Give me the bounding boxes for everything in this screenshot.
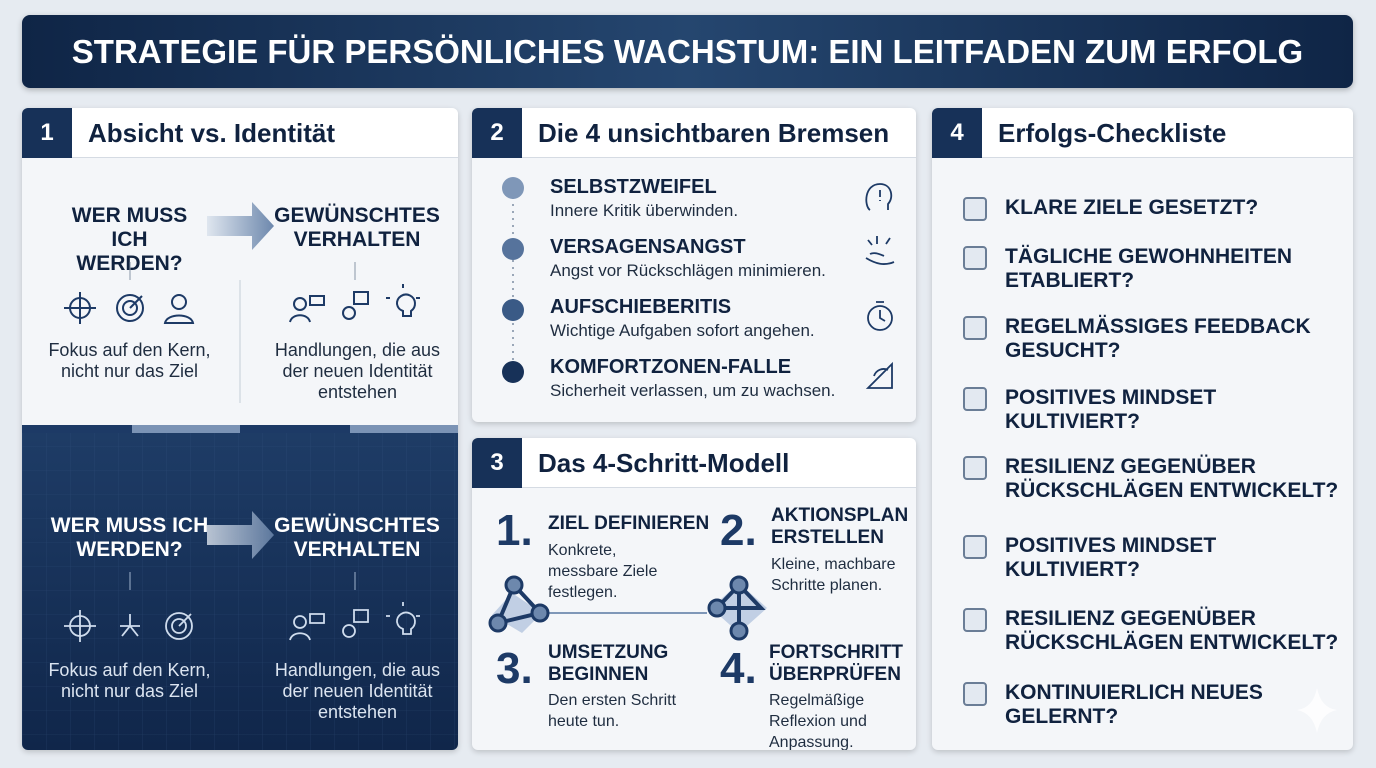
checklist-item: RESILIENZ GEGENÜBER RÜCKSCHLÄGEN ENTWICK…: [1005, 607, 1339, 654]
checklist-item: KONTINUIERLICH NEUES GELERNT?: [1005, 681, 1263, 728]
panel-title: Erfolgs-Checkliste: [998, 117, 1227, 148]
sparkle: [1297, 688, 1337, 733]
panel-graphics: [22, 202, 458, 750]
grid: [22, 433, 458, 750]
checkbox: [963, 246, 987, 270]
strip: [22, 425, 132, 433]
panel-title: Absicht vs. Identität: [88, 117, 336, 148]
step-number: 3.: [496, 644, 533, 693]
checklist-item: POSITIVES MINDSET KULTIVIERT?: [1005, 386, 1217, 433]
step-text: Kleine, machbare Schritte planen.: [771, 556, 896, 594]
dot: [502, 238, 524, 260]
right-head: GEWÜNSCHTES VERHALTEN: [274, 514, 440, 561]
step-text: Konkrete, messbare Ziele festlegen.: [548, 542, 658, 601]
right-head: GEWÜNSCHTES VERHALTEN: [274, 204, 440, 251]
panel-checklist: 4 Erfolgs-Checkliste KLARE ZIELE GESETZT…: [932, 108, 1353, 750]
checklist-item: KLARE ZIELE GESETZT?: [1005, 196, 1259, 219]
icons: [64, 284, 420, 324]
step-number: 4.: [720, 644, 757, 693]
checkbox: [963, 387, 987, 411]
checkbox: [963, 608, 987, 632]
left-caption: Fokus auf den Kern, nicht nur das Ziel: [48, 660, 211, 701]
brake-title: VERSAGENSANGST: [550, 236, 746, 258]
brake-graphics: [502, 177, 895, 389]
brake-text: Wichtige Aufgaben sofort angehen.: [550, 321, 815, 340]
left-head: WER MUSS ICH WERDEN?: [71, 204, 188, 275]
strip: [132, 425, 240, 433]
step-text: Den ersten Schritt heute tun.: [548, 692, 677, 730]
step-title: UMSETZUNG BEGINNEN: [548, 642, 669, 685]
node-icon: [488, 575, 550, 633]
panel-number: 4: [932, 108, 982, 158]
checkbox: [963, 456, 987, 480]
checkbox: [963, 316, 987, 340]
panel-header: [22, 108, 458, 158]
panel-header: [472, 108, 916, 158]
header-title: STRATEGIE FÜR PERSÖNLICHES WACHSTUM: EIN…: [22, 15, 1353, 88]
dot: [502, 299, 524, 321]
brake-title: SELBSTZWEIFEL: [550, 176, 717, 198]
panel-header: [932, 108, 1353, 158]
panel-header: [472, 438, 916, 488]
step-text: Regelmäßige Reflexion und Anpassung.: [769, 692, 867, 750]
dot: [502, 177, 524, 199]
checklist-item: POSITIVES MINDSET KULTIVIERT?: [1005, 534, 1217, 581]
brake-text: Innere Kritik überwinden.: [550, 201, 739, 220]
brake-title: AUFSCHIEBERITIS: [550, 296, 732, 318]
panel-identity: 1 Absicht vs. Identität WER MUSS ICH WER…: [22, 108, 458, 750]
checklist-item: TÄGLICHE GEWOHNHEITEN ETABLIERT?: [1005, 245, 1292, 292]
brake-text: Sicherheit verlassen, um zu wachsen.: [550, 381, 836, 400]
strip: [240, 425, 350, 433]
checklist-item: RESILIENZ GEGENÜBER RÜCKSCHLÄGEN ENTWICK…: [1005, 455, 1339, 502]
brake-text: Angst vor Rückschlägen minimieren.: [550, 261, 826, 280]
arrow: [207, 511, 274, 559]
arrow: [207, 202, 274, 250]
step-number: 1.: [496, 506, 533, 555]
step-number: 2.: [720, 506, 757, 555]
panel-number: 1: [22, 108, 72, 158]
right-caption: Handlungen, die aus der neuen Identität …: [274, 340, 441, 402]
left-caption: Fokus auf den Kern, nicht nur das Ziel: [48, 340, 211, 381]
panel-brakes: 2 Die 4 unsichtbaren Bremsen SELBSTZWEIF…: [472, 108, 916, 422]
model-graphics: [488, 575, 767, 641]
node-icon: [707, 575, 767, 641]
panel-title: Die 4 unsichtbaren Bremsen: [538, 117, 890, 148]
strip: [350, 425, 458, 433]
panel-number: 3: [472, 438, 522, 488]
checkbox: [963, 682, 987, 706]
left-head: WER MUSS ICH WERDEN?: [50, 514, 209, 561]
dot: [502, 361, 524, 383]
step-title: FORTSCHRITT ÜBERPRÜFEN: [769, 642, 904, 685]
step-title: ZIEL DEFINIEREN: [548, 513, 710, 534]
panel-title: Das 4-Schritt-Modell: [538, 447, 790, 478]
checkbox: [963, 197, 987, 221]
panel-model: 3 Das 4-Schritt-Modell 1. ZIEL DEFINIERE…: [472, 438, 916, 750]
icons: [865, 183, 895, 389]
brake-title: KOMFORTZONEN-FALLE: [550, 356, 792, 378]
step-title: AKTIONSPLAN ERSTELLEN: [771, 505, 909, 548]
panel-number: 2: [472, 108, 522, 158]
checklist-item: REGELMÄSSIGES FEEDBACK GESUCHT?: [1005, 315, 1311, 362]
right-caption: Handlungen, die aus der neuen Identität …: [274, 660, 441, 722]
icons: [64, 602, 420, 642]
checkbox: [963, 535, 987, 559]
